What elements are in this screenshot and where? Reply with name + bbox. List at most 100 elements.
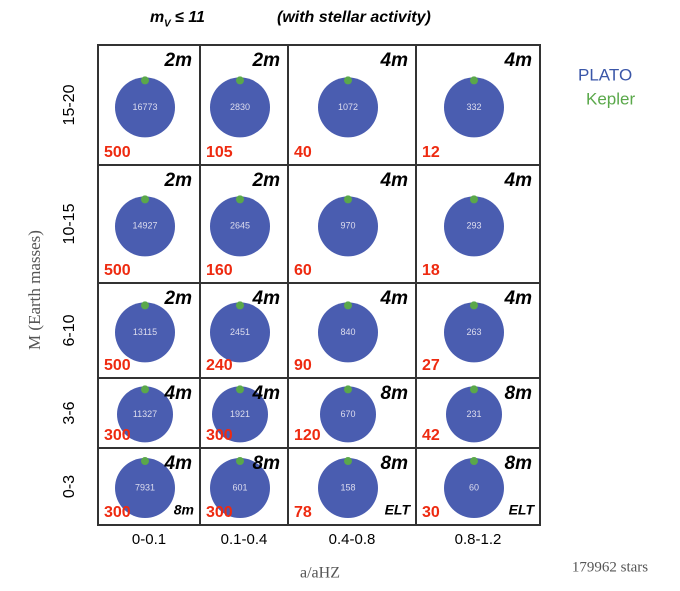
kepler-dot	[344, 301, 352, 309]
star-count: 332	[466, 102, 481, 112]
planet-yield: 500	[104, 262, 131, 279]
kepler-dot	[344, 385, 352, 393]
duration: 8m	[381, 453, 409, 474]
column-label: 0.4-0.8	[329, 531, 376, 548]
duration: 8m	[381, 383, 409, 404]
column-label: 0-0.1	[132, 531, 166, 548]
legend-kepler: Kepler	[586, 89, 635, 108]
planet-yield: 120	[294, 427, 321, 444]
star-count: 158	[340, 482, 355, 492]
duration: 4m	[380, 288, 409, 309]
duration: 2m	[164, 288, 193, 309]
planet-yield: 60	[294, 262, 312, 279]
star-count: 2645	[230, 221, 250, 231]
planet-yield: 105	[206, 144, 233, 161]
kepler-dot	[236, 195, 244, 203]
duration: 2m	[252, 50, 281, 71]
star-count: 601	[232, 482, 247, 492]
star-count: 1072	[338, 102, 358, 112]
planet-yield: 160	[206, 262, 233, 279]
star-count: 16773	[132, 102, 157, 112]
planet-yield: 300	[104, 504, 131, 521]
row-label: 10-15	[61, 203, 78, 244]
planet-yield: 42	[422, 427, 440, 444]
kepler-dot	[141, 385, 149, 393]
planet-yield: 240	[206, 357, 233, 374]
duration: 8m	[253, 453, 281, 474]
row-label: 15-20	[61, 84, 78, 125]
kepler-dot	[470, 457, 478, 465]
kepler-dot	[344, 76, 352, 84]
legend-plato: PLATO	[578, 65, 632, 84]
title-symbol: m	[150, 9, 164, 26]
kepler-dot	[344, 457, 352, 465]
title-relation: ≤ 11	[175, 9, 205, 26]
duration: 2m	[164, 170, 193, 191]
planet-yield: 30	[422, 504, 440, 521]
cells: 15-20 10-15 6-10 3-6 0-3 0-0.1 0.1-0.4 0.4-0.8 0…	[61, 45, 540, 548]
title-note: (with stellar activity)	[277, 9, 431, 26]
star-count: 7931	[135, 482, 155, 492]
star-count: 11327	[133, 409, 157, 419]
planet-yield: 18	[422, 262, 440, 279]
star-count: 1921	[230, 409, 250, 419]
duration: 4m	[504, 288, 533, 309]
planet-yield: 12	[422, 144, 440, 161]
kepler-dot	[236, 301, 244, 309]
planet-yield: 500	[104, 357, 131, 374]
duration: 2m	[252, 170, 281, 191]
title-subscript: V	[164, 19, 172, 30]
duration: 8m	[505, 383, 533, 404]
duration: 2m	[164, 50, 193, 71]
extra-note: ELT	[385, 502, 412, 518]
star-count: 13115	[133, 327, 157, 337]
row-label: 6-10	[61, 314, 78, 346]
duration: 4m	[252, 288, 281, 309]
star-count: 670	[340, 409, 355, 419]
extra-note: ELT	[509, 502, 536, 518]
figure: m V ≤ 11 (with stellar activity) M (Eart…	[0, 0, 680, 586]
planet-yield: 500	[104, 144, 131, 161]
kepler-dot	[470, 301, 478, 309]
kepler-dot	[236, 76, 244, 84]
column-label: 0.8-1.2	[455, 531, 502, 548]
x-label: a/aHZ	[300, 565, 340, 582]
row-label: 0-3	[61, 475, 78, 498]
kepler-dot	[344, 195, 352, 203]
duration: 8m	[505, 453, 533, 474]
duration: 4m	[380, 50, 409, 71]
planet-yield: 300	[206, 427, 233, 444]
kepler-dot	[236, 457, 244, 465]
planet-yield: 300	[104, 427, 131, 444]
duration: 4m	[252, 383, 281, 404]
column-label: 0.1-0.4	[221, 531, 268, 548]
kepler-dot	[141, 76, 149, 84]
kepler-dot	[141, 301, 149, 309]
star-count: 2451	[230, 327, 250, 337]
y-label: M (Earth masses)	[25, 230, 44, 350]
duration: 4m	[164, 383, 193, 404]
star-count: 970	[340, 221, 355, 231]
duration: 4m	[380, 170, 409, 191]
kepler-dot	[470, 195, 478, 203]
duration: 4m	[164, 453, 193, 474]
row-label: 3-6	[61, 401, 78, 424]
star-count: 60	[469, 482, 479, 492]
duration: 4m	[504, 170, 533, 191]
extra-note: 8m	[174, 502, 194, 518]
footer: 179962 stars	[572, 559, 648, 575]
kepler-dot	[470, 76, 478, 84]
kepler-dot	[470, 385, 478, 393]
star-count: 293	[466, 221, 481, 231]
planet-yield: 27	[422, 357, 440, 374]
duration: 4m	[504, 50, 533, 71]
star-count: 14927	[132, 221, 157, 231]
star-count: 231	[466, 409, 481, 419]
planet-yield: 300	[206, 504, 233, 521]
planet-yield: 90	[294, 357, 312, 374]
planet-yield: 40	[294, 144, 312, 161]
planet-yield: 78	[294, 504, 312, 521]
kepler-dot	[236, 385, 244, 393]
kepler-dot	[141, 195, 149, 203]
star-count: 840	[340, 327, 355, 337]
